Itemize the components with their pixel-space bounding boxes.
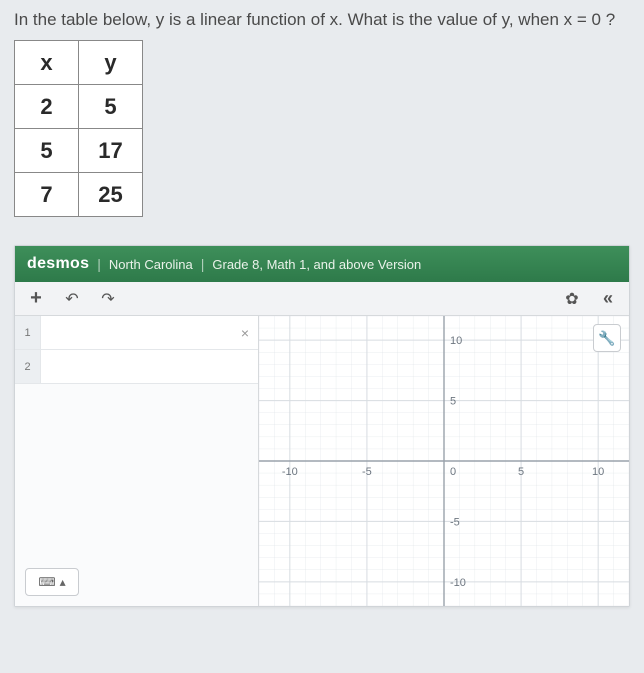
divider: | [201,256,205,272]
svg-text:-5: -5 [362,466,372,478]
expression-input[interactable] [41,350,258,383]
expression-row[interactable]: 2 [15,350,258,384]
region-label: North Carolina [109,257,193,272]
divider: | [97,256,101,272]
table-row: 2 5 [15,85,143,129]
table-row: 7 25 [15,173,143,217]
settings-button[interactable]: ✿ [559,286,585,312]
undo-button[interactable]: ↶ [59,286,85,312]
redo-button[interactable]: ↷ [95,286,121,312]
desmos-header: desmos | North Carolina | Grade 8, Math … [15,246,629,282]
expression-panel: 1 × 2 ⌨ ▴ [15,316,259,606]
keyboard-toggle-button[interactable]: ⌨ ▴ [25,568,79,596]
svg-text:10: 10 [592,466,604,478]
svg-text:-5: -5 [450,516,460,528]
delete-expression-button[interactable]: × [232,316,258,349]
add-expression-button[interactable]: + [23,286,49,312]
caret-up-icon: ▴ [60,575,66,589]
table-row: 5 17 [15,129,143,173]
wrench-icon: 🔧 [598,330,615,347]
collapse-panel-button[interactable]: « [595,286,621,312]
coordinate-grid[interactable]: -10 -10 -5 -5 0 5 5 10 10 [259,316,629,606]
svg-text:-10: -10 [282,466,298,478]
desmos-workspace: 1 × 2 ⌨ ▴ -10 -10 -5 -5 0 5 5 10 10 🔧 [15,316,629,606]
graph-panel[interactable]: -10 -10 -5 -5 0 5 5 10 10 🔧 [259,316,629,606]
svg-text:0: 0 [450,466,456,478]
desmos-calculator: desmos | North Carolina | Grade 8, Math … [14,245,630,607]
question-text: In the table below, y is a linear functi… [14,10,630,30]
col-y: y [79,41,143,85]
expression-input[interactable] [41,316,232,349]
svg-text:10: 10 [450,335,462,347]
version-label: Grade 8, Math 1, and above Version [212,257,421,272]
col-x: x [15,41,79,85]
svg-text:5: 5 [518,466,524,478]
svg-text:-10: -10 [450,577,466,589]
expression-index: 1 [15,316,41,349]
table-header-row: x y [15,41,143,85]
desmos-brand: desmos [27,255,89,273]
svg-text:5: 5 [450,396,456,408]
expression-row[interactable]: 1 × [15,316,258,350]
xy-table: x y 2 5 5 17 7 25 [14,40,143,217]
desmos-toolbar: + ↶ ↷ ✿ « [15,282,629,316]
graph-settings-button[interactable]: 🔧 [593,324,621,352]
keyboard-icon: ⌨ [38,575,55,589]
expression-index: 2 [15,350,41,383]
